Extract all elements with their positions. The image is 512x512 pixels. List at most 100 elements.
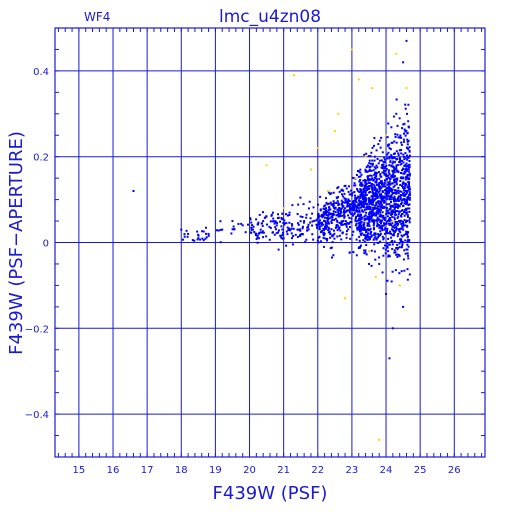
data-point <box>354 198 357 201</box>
data-point <box>362 210 365 213</box>
data-point <box>385 213 388 216</box>
data-point <box>390 211 393 214</box>
data-point <box>369 231 372 234</box>
data-point <box>379 240 382 243</box>
data-point <box>362 188 365 191</box>
data-point <box>261 230 264 233</box>
data-point <box>405 212 408 215</box>
data-point <box>408 163 411 166</box>
data-point <box>324 211 327 214</box>
data-point <box>400 270 403 273</box>
data-point <box>385 188 388 191</box>
data-point <box>376 220 379 223</box>
data-point <box>332 212 335 215</box>
data-point <box>325 201 328 204</box>
data-point <box>347 205 350 208</box>
data-point <box>403 155 406 158</box>
data-point <box>307 223 310 226</box>
data-point <box>331 213 334 216</box>
data-point <box>381 219 384 222</box>
data-point <box>330 246 333 249</box>
data-point <box>283 222 286 225</box>
data-point <box>379 220 382 223</box>
data-point <box>352 206 355 209</box>
data-point <box>340 221 343 224</box>
data-point <box>132 190 135 193</box>
data-point <box>388 243 391 246</box>
data-point <box>250 228 253 231</box>
data-point <box>379 188 382 191</box>
data-point <box>393 218 396 221</box>
data-point <box>383 222 386 225</box>
data-point <box>361 227 364 230</box>
data-point <box>388 196 391 199</box>
data-point <box>408 192 411 195</box>
chart-title: lmc_u4zn08 <box>219 7 321 27</box>
data-point <box>398 221 401 224</box>
data-point <box>408 184 411 187</box>
data-point <box>340 238 343 241</box>
data-point <box>386 215 389 218</box>
data-point <box>402 258 405 261</box>
data-point <box>379 185 382 188</box>
data-point <box>390 236 393 239</box>
data-point <box>377 185 380 188</box>
data-point <box>361 228 364 231</box>
data-point <box>383 195 386 198</box>
data-point <box>388 169 391 172</box>
data-point <box>246 223 249 226</box>
x-tick-label: 18 <box>175 465 188 476</box>
data-point <box>375 204 378 207</box>
data-point <box>408 149 411 152</box>
data-point <box>377 143 380 146</box>
data-point <box>405 231 408 234</box>
data-point <box>402 132 405 135</box>
data-point <box>378 438 381 441</box>
data-point <box>386 232 389 235</box>
data-point <box>358 222 361 225</box>
data-point <box>399 159 402 162</box>
data-point <box>368 216 371 219</box>
data-point <box>349 220 352 223</box>
data-point <box>374 177 377 180</box>
data-point <box>352 230 355 233</box>
data-point <box>373 243 376 246</box>
data-point <box>375 164 378 167</box>
data-point <box>351 201 354 204</box>
data-point <box>329 212 332 215</box>
data-point <box>371 159 374 162</box>
data-point <box>399 180 402 183</box>
data-point <box>369 202 372 205</box>
data-point <box>379 173 382 176</box>
data-point <box>408 154 411 157</box>
data-point <box>367 191 370 194</box>
data-point <box>329 247 332 250</box>
data-point <box>363 218 366 221</box>
data-point <box>406 186 409 189</box>
data-point <box>385 232 388 235</box>
data-point <box>264 216 267 219</box>
data-point <box>370 211 373 214</box>
data-point <box>373 237 376 240</box>
data-point <box>339 211 342 214</box>
data-point <box>364 249 367 252</box>
data-point <box>398 220 401 223</box>
data-point <box>366 216 369 219</box>
data-point <box>301 215 304 218</box>
data-point <box>394 251 397 254</box>
data-point <box>368 208 371 211</box>
data-point <box>364 237 367 240</box>
data-point <box>366 188 369 191</box>
data-point <box>408 193 411 196</box>
data-point <box>270 213 273 216</box>
data-point <box>359 175 362 178</box>
data-point <box>347 199 350 202</box>
data-point <box>372 214 375 217</box>
data-point <box>372 228 375 231</box>
data-point <box>196 238 199 241</box>
data-point <box>280 237 283 240</box>
data-point <box>379 232 382 235</box>
data-point <box>343 201 346 204</box>
data-point <box>368 217 371 220</box>
data-point <box>354 184 357 187</box>
